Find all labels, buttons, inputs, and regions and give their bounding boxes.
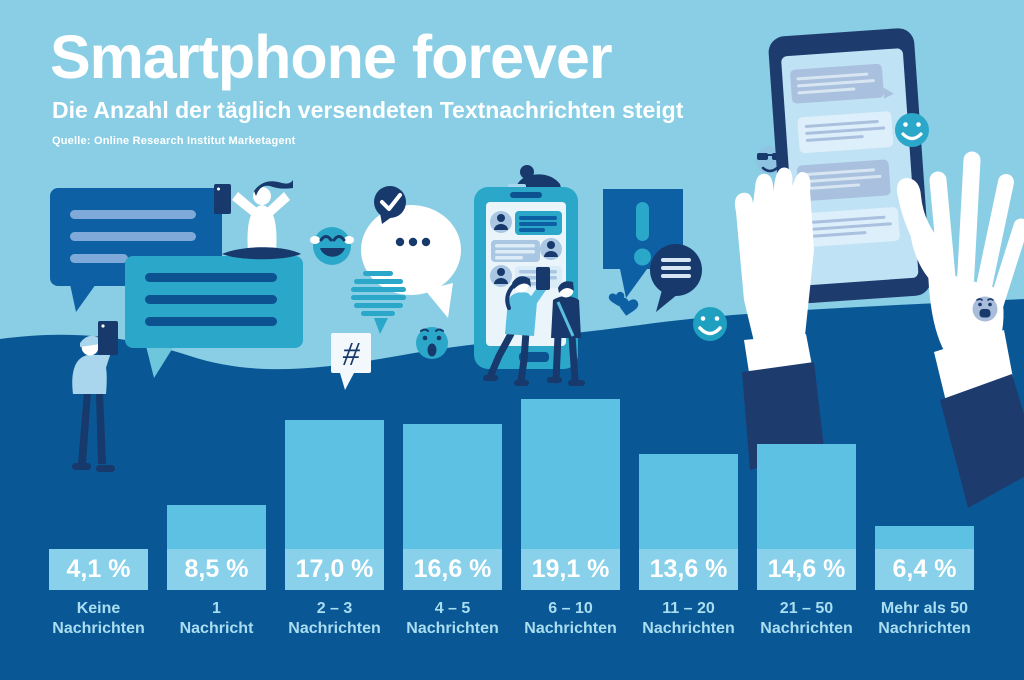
person-walking-icon — [483, 267, 550, 386]
bar-column: 17,0 % 2 – 3 Nachrichten — [285, 420, 384, 680]
header: Smartphone forever Die Anzahl der täglic… — [50, 26, 683, 147]
laughing-emoji-icon — [310, 227, 354, 265]
striped-bubble-icon — [351, 271, 406, 334]
bar: 17,0 % — [285, 420, 384, 590]
bar-value-label: 13,6 % — [639, 549, 738, 590]
hashtag-bubble-icon: # — [331, 333, 371, 390]
heart-icon — [608, 291, 639, 316]
person-standing-right-icon — [547, 281, 585, 386]
bar-column: 8,5 % 1 Nachricht — [167, 505, 266, 680]
bar-category-label: 6 – 10 Nachrichten — [524, 600, 617, 637]
right-hand-icon — [896, 151, 1024, 508]
bar: 8,5 % — [167, 505, 266, 590]
bar-value-label: 16,6 % — [403, 549, 502, 590]
bar: 13,6 % — [639, 454, 738, 590]
source-note: Quelle: Online Research Institut Marketa… — [52, 135, 296, 148]
scared-emoji-icon — [972, 296, 998, 322]
bar-column: 4,1 % Keine Nachrichten — [49, 549, 148, 680]
left-hand-icon — [734, 167, 824, 470]
bar-column: 14,6 % 21 – 50 Nachrichten — [757, 444, 856, 680]
speech-bubble-lines-icon — [50, 188, 222, 312]
bar-category-label: 4 – 5 Nachrichten — [406, 600, 499, 637]
bar: 16,6 % — [403, 424, 502, 590]
bar-category-label: 11 – 20 Nachrichten — [642, 600, 735, 637]
speech-bubble-teal-icon — [125, 256, 303, 378]
page-title: Smartphone forever — [50, 23, 613, 91]
bar-category-label: 1 Nachricht — [179, 600, 254, 637]
shocked-emoji-icon — [416, 327, 448, 359]
bar: 19,1 % — [521, 399, 620, 590]
bar-column: 13,6 % 11 – 20 Nachrichten — [639, 454, 738, 680]
bar: 14,6 % — [757, 444, 856, 590]
bar-value-label: 17,0 % — [285, 549, 384, 590]
happy-emoji-icon — [895, 113, 929, 147]
bar-value-label: 14,6 % — [757, 549, 856, 590]
bar-value-label: 8,5 % — [167, 549, 266, 590]
bar-category-label: Mehr als 50 Nachrichten — [878, 600, 971, 637]
lined-circle-bubble-icon — [650, 244, 702, 312]
bar-category-label: 21 – 50 Nachrichten — [760, 600, 853, 637]
bar-value-label: 19,1 % — [521, 549, 620, 590]
bar-column: 16,6 % 4 – 5 Nachrichten — [403, 424, 502, 680]
person-standing-icon — [72, 321, 118, 472]
person-sitting-icon — [214, 180, 301, 260]
hashtag-glyph: # — [343, 336, 361, 373]
bar-column: 6,4 % Mehr als 50 Nachrichten — [875, 526, 974, 680]
smiley-emoji-icon — [693, 307, 727, 341]
bar-category-label: 2 – 3 Nachrichten — [288, 600, 381, 637]
typing-bubble-icon — [361, 205, 461, 318]
bar-chart: 4,1 % Keine Nachrichten 8,5 % 1 Nachricht 17,0… — [49, 399, 974, 680]
bar-value-label: 6,4 % — [875, 549, 974, 590]
bar-column: 19,1 % 6 – 10 Nachrichten — [521, 399, 620, 680]
bar: 6,4 % — [875, 526, 974, 590]
chat-bubbles — [790, 63, 900, 247]
exclamation-icon — [634, 202, 651, 266]
bar-value-label: 4,1 % — [49, 549, 148, 590]
bar: 4,1 % — [49, 549, 148, 590]
page-subtitle: Die Anzahl der täglich versendeten Textn… — [52, 97, 684, 124]
ellipsis-dots — [395, 237, 431, 247]
bar-category-label: Keine Nachrichten — [52, 600, 145, 637]
check-circle-icon — [374, 186, 406, 224]
